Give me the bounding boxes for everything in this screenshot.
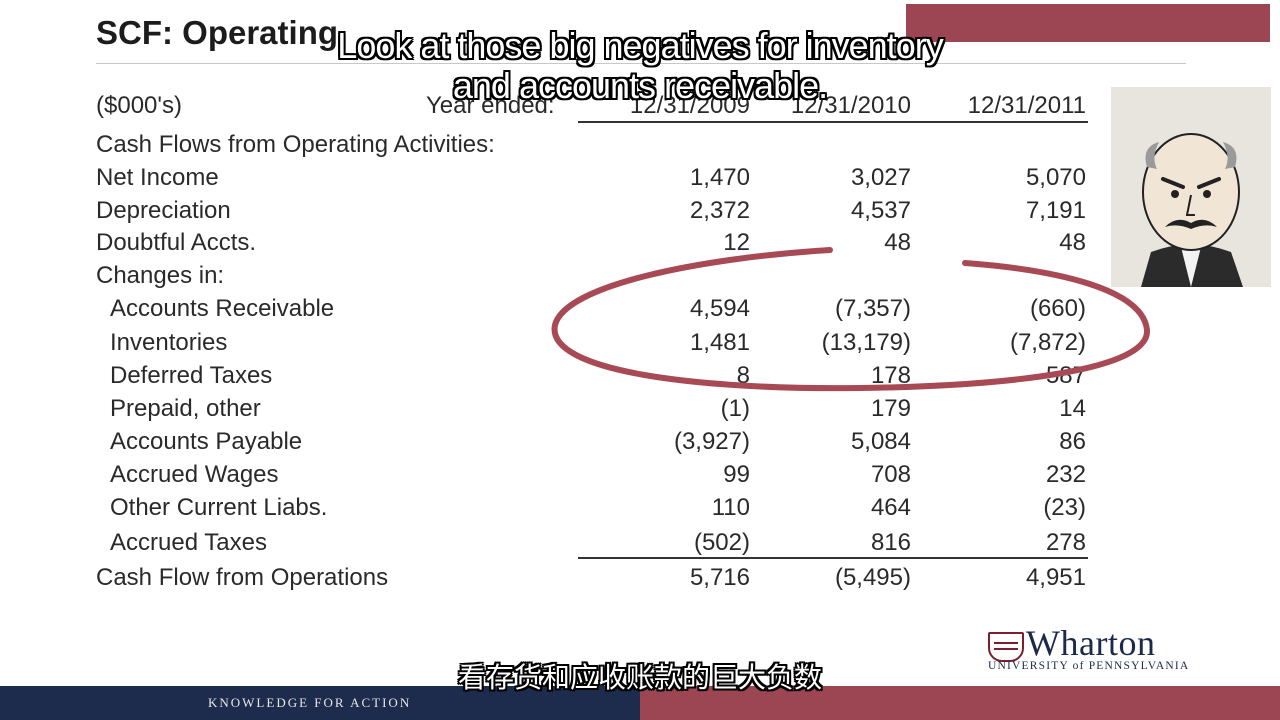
table-row: Other Current Liabs. 110 464 (23) [96,492,1096,524]
cell-2011: (23) [1043,494,1086,521]
table-header-row: ($000's) Year ended: 12/31/2009 12/31/20… [96,90,1096,122]
year-header-2010: 12/31/2010 [790,92,911,119]
row-label: Depreciation [96,197,231,224]
header-accent-bar [906,4,1270,42]
row-label: Changes in: [96,262,225,289]
row-label: Accounts Receivable [110,295,335,322]
footer-tagline: KNOWLEDGE FOR ACTION [208,695,412,710]
section-heading: Cash Flows from Operating Activities: [96,131,495,158]
table-row: Inventories 1,481 (13,179) (7,872) [96,327,1096,359]
cell-2009: 1,470 [689,164,750,191]
row-label: Other Current Liabs. [110,494,328,521]
cell-2009: (3,927) [673,428,750,455]
cell-2010: 816 [870,529,911,556]
footer-navy-bar: KNOWLEDGE FOR ACTION [0,686,640,720]
table-row: Accounts Payable (3,927) 5,084 86 [96,426,1096,458]
cell-2010: 179 [870,395,911,422]
table-row: Doubtful Accts. 12 48 48 [96,227,1096,259]
wharton-logo: Wharton UNIVERSITY of PENNSYLVANIA [988,623,1198,673]
row-label: Inventories [110,329,228,356]
table-row: Depreciation 2,372 4,537 7,191 [96,195,1096,227]
table-row: Accrued Taxes (502) 816 278 [96,527,1096,559]
cell-2010: (7,357) [834,295,911,322]
total-2011: 4,951 [1025,564,1086,591]
logo-name: Wharton [1026,623,1156,663]
table-row: Net Income 1,470 3,027 5,070 [96,162,1096,194]
row-label: Doubtful Accts. [96,229,257,256]
cell-2010: 4,537 [850,197,911,224]
cell-2009: 110 [711,494,750,521]
cell-2010: 3,027 [850,164,911,191]
total-label: Cash Flow from Operations [96,564,389,591]
total-underline [578,557,1088,559]
cell-2010: 48 [884,229,911,256]
year-header-2009: 12/31/2009 [629,92,750,119]
cell-2010: 5,084 [850,428,911,455]
row-label: Accrued Wages [110,461,279,488]
cell-2010: (13,179) [821,329,911,356]
table-row: Accounts Receivable 4,594 (7,357) (660) [96,293,1096,325]
title-divider [96,63,1186,64]
cell-2011: 48 [1059,229,1086,256]
cell-2011: 5,070 [1025,164,1086,191]
total-2009: 5,716 [689,564,750,591]
cell-2009: 8 [736,362,750,389]
section-heading-row: Cash Flows from Operating Activities: [96,129,1096,161]
footer-maroon-bar [640,686,1280,720]
table-row: Changes in: [96,260,1096,292]
cell-2009: (1) [720,395,750,422]
cell-2010: 708 [870,461,911,488]
cell-2009: 4,594 [689,295,750,322]
cell-2009: 2,372 [689,197,750,224]
row-label: Prepaid, other [110,395,261,422]
cell-2009: (502) [693,529,750,556]
cell-2009: 1,481 [689,329,750,356]
cell-2011: 86 [1059,428,1086,455]
highlight-ellipse-stroke [551,247,1151,392]
cell-2011: 232 [1045,461,1086,488]
total-row: Cash Flow from Operations 5,716 (5,495) … [96,562,1096,594]
row-label: Net Income [96,164,219,191]
caption-english: Look at those big negatives for inventor… [337,25,943,106]
table-row: Accrued Wages 99 708 232 [96,459,1096,491]
shield-icon [988,632,1024,662]
row-label: Deferred Taxes [110,362,273,389]
year-ended-label: Year ended: [426,92,555,119]
cell-2011: 7,191 [1025,197,1086,224]
table-row: Prepaid, other (1) 179 14 [96,393,1096,425]
presenter-avatar [1111,87,1271,287]
total-2010: (5,495) [834,564,911,591]
cell-2009: 12 [723,229,750,256]
row-label: Accrued Taxes [110,529,267,556]
year-header-2011: 12/31/2011 [967,92,1086,119]
cell-2010: 464 [870,494,911,521]
row-label: Accounts Payable [110,428,303,455]
cell-2011: 278 [1045,529,1086,556]
slide-title: SCF: Operating [96,14,339,51]
caption-chinese: 看存货和应收账款的巨大负数 [457,661,822,694]
units-label: ($000's) [96,92,182,119]
presenter-illustration [1111,87,1271,287]
header-underline [578,121,1088,123]
cell-2011: (660) [1029,295,1086,322]
cell-2011: 14 [1059,395,1086,422]
cell-2011: (7,872) [1009,329,1086,356]
cell-2009: 99 [723,461,750,488]
logo-subtitle: UNIVERSITY of PENNSYLVANIA [988,660,1190,672]
table-row: Deferred Taxes 8 178 587 [96,360,1096,392]
